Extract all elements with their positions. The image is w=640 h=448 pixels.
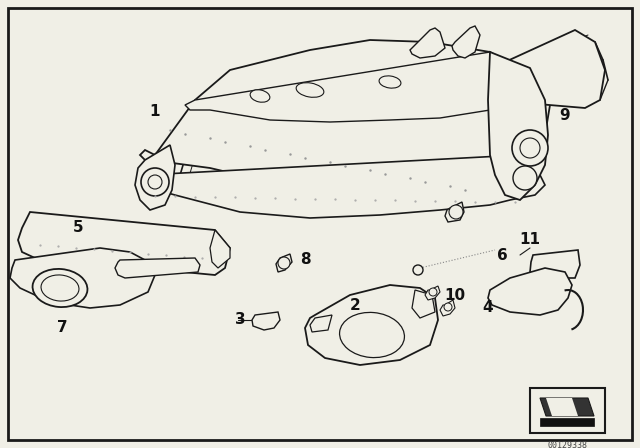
Polygon shape (140, 40, 550, 188)
Polygon shape (410, 28, 445, 58)
Polygon shape (276, 254, 292, 272)
Circle shape (141, 168, 169, 196)
Polygon shape (540, 398, 594, 416)
Polygon shape (488, 268, 572, 315)
Circle shape (278, 257, 290, 269)
Ellipse shape (379, 76, 401, 88)
Text: 00129338: 00129338 (547, 440, 588, 448)
Polygon shape (445, 202, 464, 222)
Polygon shape (140, 155, 545, 218)
Text: 8: 8 (300, 253, 310, 267)
Circle shape (444, 303, 452, 311)
Text: 5: 5 (73, 220, 83, 236)
Polygon shape (305, 285, 438, 365)
Ellipse shape (41, 275, 79, 301)
Polygon shape (412, 290, 435, 318)
Text: 1: 1 (150, 104, 160, 120)
Text: 2: 2 (349, 297, 360, 313)
Circle shape (429, 288, 437, 296)
Bar (540, 418, 594, 426)
Polygon shape (18, 212, 230, 275)
Text: 4: 4 (483, 301, 493, 315)
Polygon shape (185, 52, 510, 122)
Bar (530, 388, 605, 433)
Polygon shape (252, 312, 280, 330)
Polygon shape (546, 398, 578, 416)
Polygon shape (440, 300, 455, 316)
Polygon shape (425, 286, 440, 300)
Polygon shape (210, 230, 230, 268)
Text: 3: 3 (235, 313, 245, 327)
Ellipse shape (33, 269, 88, 307)
Text: 9: 9 (560, 108, 570, 122)
Text: 7: 7 (57, 320, 67, 336)
Text: 10: 10 (444, 288, 465, 302)
Circle shape (148, 175, 162, 189)
Text: 6: 6 (497, 247, 508, 263)
Text: 11: 11 (520, 233, 541, 247)
Circle shape (513, 166, 537, 190)
Ellipse shape (340, 312, 404, 358)
Polygon shape (452, 26, 480, 58)
Ellipse shape (250, 90, 270, 102)
Circle shape (413, 265, 423, 275)
Polygon shape (115, 258, 200, 278)
Polygon shape (10, 248, 155, 308)
Polygon shape (488, 52, 548, 200)
Circle shape (512, 130, 548, 166)
Polygon shape (135, 145, 175, 210)
Circle shape (520, 138, 540, 158)
Ellipse shape (296, 83, 324, 97)
Circle shape (449, 205, 463, 219)
Polygon shape (468, 30, 605, 108)
Polygon shape (530, 250, 580, 278)
Polygon shape (310, 315, 332, 332)
